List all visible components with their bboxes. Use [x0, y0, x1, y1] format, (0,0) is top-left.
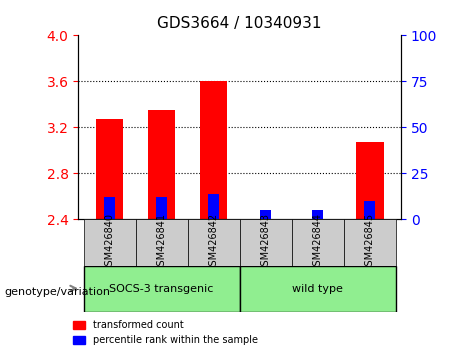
- FancyBboxPatch shape: [188, 219, 240, 266]
- Bar: [356, 142, 384, 219]
- FancyBboxPatch shape: [240, 266, 396, 312]
- Bar: [96, 119, 123, 219]
- Text: GSM426844: GSM426844: [313, 213, 323, 272]
- Bar: [156, 198, 167, 219]
- FancyBboxPatch shape: [83, 219, 136, 266]
- Text: GSM426843: GSM426843: [261, 213, 271, 272]
- Text: GSM426840: GSM426840: [105, 213, 115, 272]
- Text: genotype/variation: genotype/variation: [5, 287, 111, 297]
- Bar: [208, 194, 219, 219]
- Text: GSM426842: GSM426842: [209, 213, 219, 272]
- Bar: [104, 198, 115, 219]
- FancyBboxPatch shape: [136, 219, 188, 266]
- Bar: [260, 210, 271, 219]
- FancyBboxPatch shape: [292, 219, 344, 266]
- Bar: [364, 201, 375, 219]
- Bar: [313, 210, 323, 219]
- Text: SOCS-3 transgenic: SOCS-3 transgenic: [109, 284, 214, 293]
- Bar: [200, 81, 227, 219]
- Text: wild type: wild type: [292, 284, 343, 293]
- FancyBboxPatch shape: [240, 219, 292, 266]
- Legend: transformed count, percentile rank within the sample: transformed count, percentile rank withi…: [70, 316, 262, 349]
- Bar: [148, 110, 175, 219]
- FancyBboxPatch shape: [83, 266, 240, 312]
- FancyBboxPatch shape: [344, 219, 396, 266]
- Text: GSM426841: GSM426841: [157, 213, 166, 272]
- Text: GSM426845: GSM426845: [365, 213, 375, 272]
- Title: GDS3664 / 10340931: GDS3664 / 10340931: [158, 16, 322, 32]
